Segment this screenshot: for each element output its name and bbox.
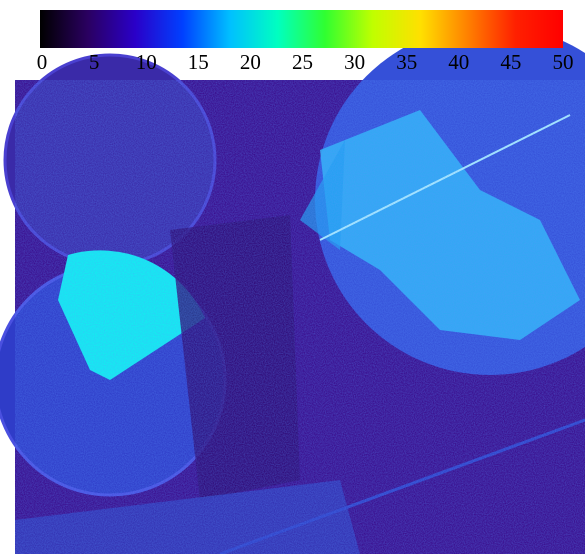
tick-label: 20 bbox=[240, 50, 261, 74]
tick-label: 35 bbox=[396, 50, 417, 74]
tick-label: 10 bbox=[136, 50, 157, 74]
map-image bbox=[0, 25, 585, 554]
tick-label: 25 bbox=[292, 50, 313, 74]
colorbar bbox=[40, 10, 563, 48]
tick-label: 40 bbox=[448, 50, 469, 74]
tick-label: 0 bbox=[37, 50, 48, 74]
tick-label: 5 bbox=[89, 50, 100, 74]
tick-label: 50 bbox=[553, 50, 574, 74]
tick-label: 30 bbox=[344, 50, 365, 74]
page: 0 5 10 15 20 25 30 35 40 45 50 bbox=[0, 0, 585, 554]
tick-label: 45 bbox=[500, 50, 521, 74]
tick-label: 15 bbox=[188, 50, 209, 74]
